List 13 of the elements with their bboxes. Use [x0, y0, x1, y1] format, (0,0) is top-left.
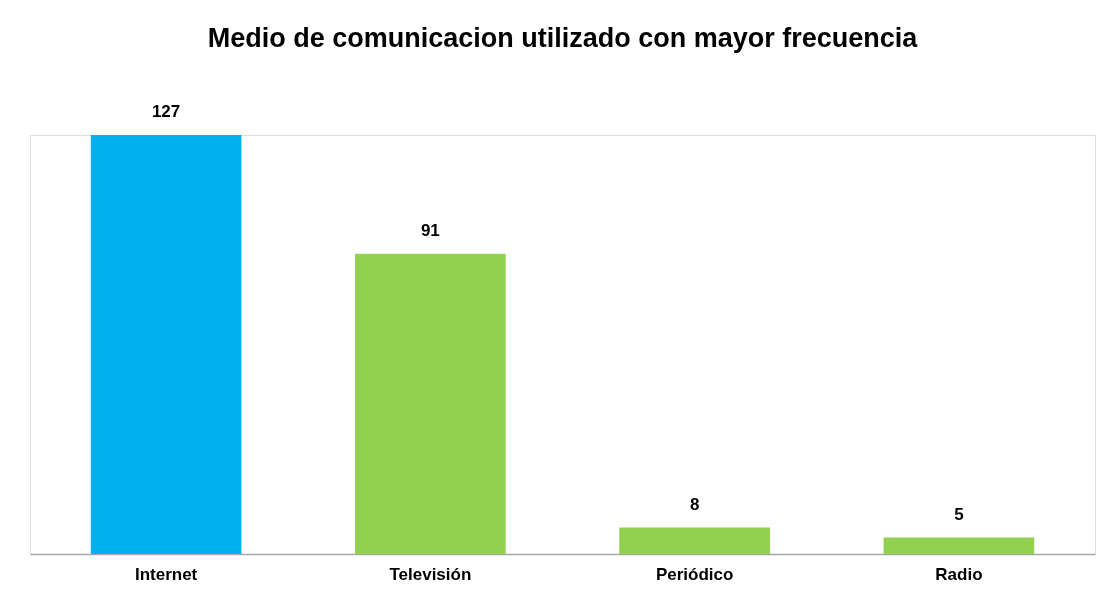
- bar: [90, 135, 242, 554]
- bar: [619, 527, 770, 554]
- data-label: 8: [689, 494, 700, 514]
- x-tick-label: Periódico: [655, 564, 734, 584]
- bar: [883, 537, 1035, 554]
- x-tick-label: Internet: [134, 564, 198, 584]
- bar: [355, 253, 506, 554]
- chart-title: Medio de comunicacion utilizado con mayor frecuencia: [207, 23, 919, 53]
- data-label: 5: [954, 504, 964, 524]
- data-label: 91: [420, 220, 440, 240]
- data-label: 127: [151, 102, 181, 121]
- x-tick-label: Televisión: [389, 564, 472, 584]
- x-tick-label: Radio: [935, 564, 983, 584]
